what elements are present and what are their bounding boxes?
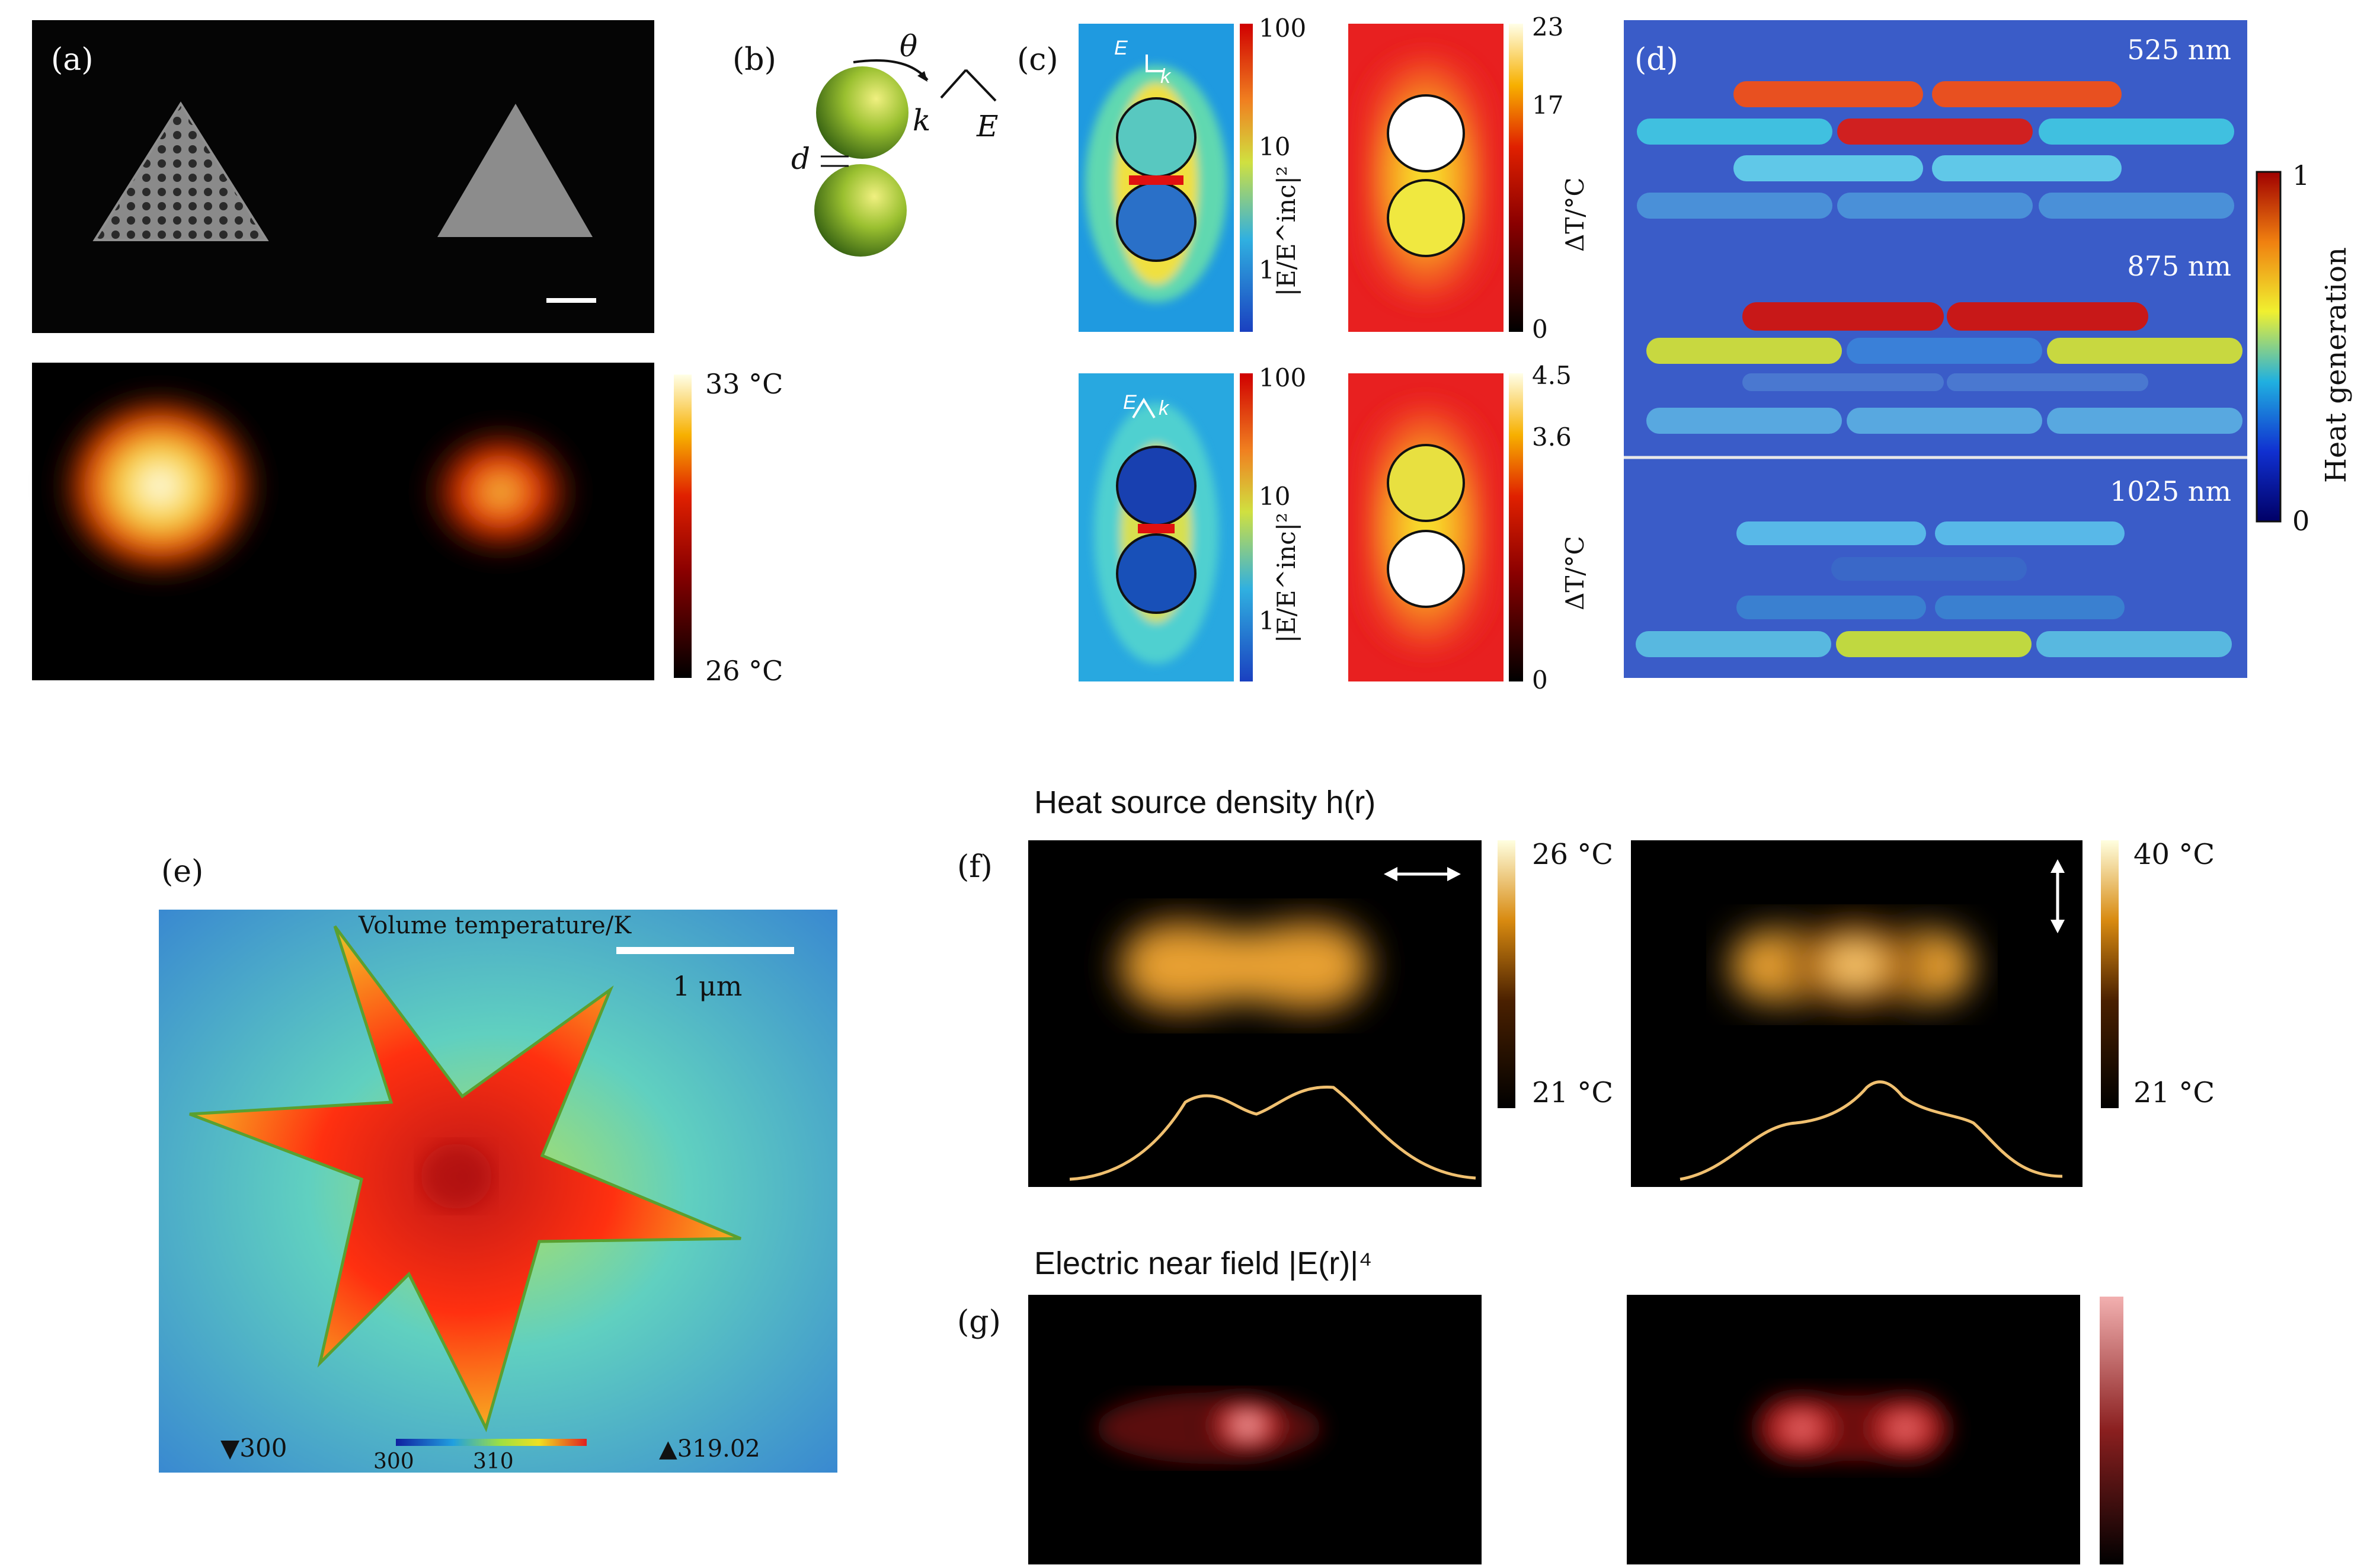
panel-e-cb-tick-300: 300 — [373, 1449, 414, 1474]
k-vector — [940, 69, 967, 99]
panel-f: (f) Heat source density h(r) 26 °C 21 °C… — [957, 785, 2215, 1187]
panel-f-left-profile — [1069, 1086, 1476, 1181]
sphere-top — [816, 66, 909, 159]
panel-f-right-profile — [1680, 1080, 2063, 1181]
panel-g: (g) Electric near field |E(r)|⁴ — [957, 1246, 2123, 1564]
panel-d-colorbar — [2256, 171, 2282, 523]
c-top-field-axis: |E/E^inc|² — [1272, 166, 1301, 296]
panel-f-right-colorbar — [2101, 840, 2119, 1108]
rods-525 — [1637, 81, 2234, 219]
c-bottom-field-axis: |E/E^inc|² — [1272, 513, 1301, 643]
panel-e-label: (e) — [161, 854, 203, 889]
holey-triangle — [92, 101, 269, 241]
panel-e-max-marker: ▲319.02 — [659, 1435, 760, 1463]
E-vector — [965, 69, 997, 102]
c-bottom-temp-colorbar — [1509, 373, 1523, 681]
c-bottom-field-colorbar — [1240, 373, 1253, 681]
panel-a-sem-image — [32, 20, 654, 333]
c-top-field-tick-10: 10 — [1259, 132, 1290, 161]
panel-f-left-colorbar — [1498, 840, 1515, 1108]
wavelength-525: 525 nm — [2127, 34, 2231, 66]
solid-triangle — [437, 104, 593, 237]
panel-g-label: (g) — [957, 1304, 1001, 1340]
panel-g-colorbar — [2100, 1297, 2123, 1564]
wavelength-1025: 1025 nm — [2110, 475, 2231, 507]
sphere-bottom — [814, 164, 907, 257]
panel-a-label: (a) — [51, 42, 94, 78]
c-top-temp-axis: ΔT/°C — [1560, 177, 1589, 252]
panel-f-left-cb-min: 21 °C — [1532, 1076, 1613, 1109]
panel-f-title: Heat source density h(r) — [1034, 785, 1375, 820]
scale-bar — [546, 298, 596, 303]
E-symbol: E — [976, 109, 999, 143]
panel-d-cb-title: Heat generation — [2320, 247, 2353, 483]
panel-e: (e) Volume temperature/K 1 μm ▼300 300 3… — [159, 854, 837, 1474]
panel-f-left-image — [1028, 840, 1482, 1187]
thermal-hotspots — [47, 382, 590, 590]
panel-e-colorbar — [396, 1439, 587, 1446]
c-bottom-field-tick-10: 10 — [1259, 482, 1290, 511]
c-bottom-temp-tick-3.6: 3.6 — [1532, 423, 1572, 452]
c-top-temp-colorbar — [1509, 24, 1523, 332]
panel-f-right-cb-max: 40 °C — [2133, 838, 2215, 871]
c-top-field-tick-100: 100 — [1259, 14, 1306, 43]
panel-e-title: Volume temperature/K — [358, 912, 632, 939]
c-bottom-temp-tick-0: 0 — [1532, 665, 1548, 695]
panel-d: (d) 525 nm 875 nm — [1624, 20, 2353, 678]
panel-b: (b) θ k E d — [732, 29, 999, 257]
rods-1025 — [1636, 521, 2232, 657]
panel-e-scalebar — [616, 947, 794, 954]
c-top-E-arrow: E — [1114, 37, 1128, 59]
c-bottom-E-arrow: E — [1123, 391, 1137, 414]
c-top-field-tick-1: 1 — [1259, 255, 1275, 284]
c-bottom-k-arrow: k — [1159, 397, 1170, 420]
c-top-k-arrow: k — [1160, 65, 1172, 88]
wavelength-875: 875 nm — [2127, 250, 2231, 282]
k-symbol: k — [913, 103, 930, 137]
panel-g-title: Electric near field |E(r)|⁴ — [1034, 1246, 1372, 1281]
panel-f-right-cb-min: 21 °C — [2133, 1076, 2215, 1109]
panel-d-label: (d) — [1634, 42, 1678, 78]
c-bottom-field-tick-1: 1 — [1259, 606, 1275, 635]
c-bottom-field-tick-100: 100 — [1259, 363, 1306, 392]
panel-d-cb-max: 1 — [2292, 159, 2309, 191]
panel-f-label: (f) — [957, 849, 993, 885]
panel-e-cb-tick-310: 310 — [473, 1449, 514, 1474]
rods-875 — [1646, 302, 2243, 434]
panel-c: (c) E k 100 10 1 |E/E^inc|² 23 17 0 ΔT/°… — [1017, 12, 1589, 695]
panel-d-cb-min: 0 — [2292, 505, 2309, 537]
panel-a-cb-min: 26 °C — [705, 655, 783, 687]
c-top-temp-tick-23: 23 — [1532, 12, 1563, 41]
panel-e-min-marker: ▼300 — [220, 1433, 287, 1463]
panel-f-left-cb-max: 26 °C — [1532, 838, 1613, 871]
panel-a: (a) 33 °C 26 °C — [32, 20, 783, 687]
panel-a-colorbar — [674, 375, 692, 678]
panel-b-label: (b) — [732, 42, 776, 78]
panel-c-label: (c) — [1017, 42, 1058, 78]
d-symbol: d — [791, 142, 810, 176]
panel-e-scalebar-label: 1 μm — [673, 970, 742, 1002]
c-bottom-temp-tick-4.5: 4.5 — [1532, 361, 1572, 390]
c-top-temp-tick-17: 17 — [1532, 91, 1563, 120]
panel-a-cb-max: 33 °C — [705, 368, 783, 400]
c-bottom-temp-axis: ΔT/°C — [1560, 536, 1589, 610]
theta-symbol: θ — [900, 29, 917, 63]
c-top-temp-tick-0: 0 — [1532, 315, 1548, 344]
c-top-field-colorbar — [1240, 24, 1253, 332]
